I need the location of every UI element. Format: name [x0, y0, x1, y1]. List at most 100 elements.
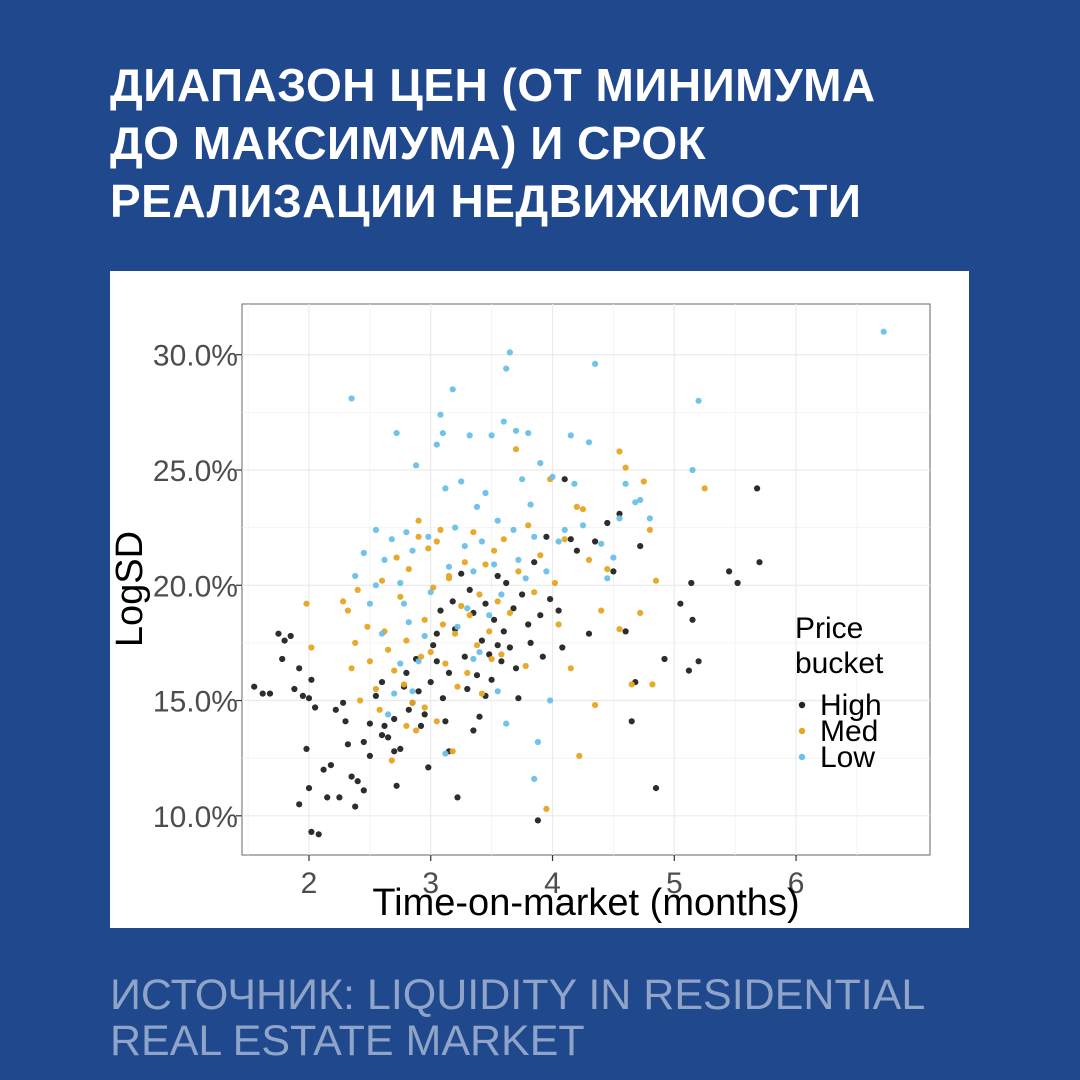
data-point-low — [486, 612, 493, 619]
data-point-med — [466, 612, 473, 619]
data-point-low — [494, 517, 501, 524]
data-point-high — [279, 655, 286, 663]
data-point-high — [695, 658, 702, 665]
data-point-high — [525, 621, 532, 628]
data-point-low — [604, 575, 611, 582]
source-line: ИСТОЧНИК: LIQUIDITY IN RESIDENTIAL — [110, 971, 926, 1019]
data-point-med — [576, 752, 583, 759]
data-point-med — [442, 660, 449, 667]
data-point-high — [628, 718, 635, 725]
x-tick-label: 2 — [301, 867, 318, 900]
data-point-low — [646, 515, 654, 522]
data-point-high — [344, 741, 351, 748]
data-point-low — [433, 441, 440, 448]
data-point-med — [308, 644, 315, 651]
data-point-med — [340, 598, 347, 605]
data-point-med — [417, 653, 425, 660]
data-point-high — [503, 579, 510, 587]
data-point-low — [689, 466, 696, 474]
data-point-med — [378, 577, 386, 584]
data-point-low — [579, 522, 587, 529]
data-point-med — [551, 579, 558, 587]
data-point-high — [405, 706, 412, 713]
data-point-low — [388, 536, 395, 543]
data-point-med — [512, 446, 520, 453]
data-point-high — [315, 831, 322, 838]
data-point-high — [534, 817, 541, 824]
data-point-low — [476, 649, 483, 656]
data-point-high — [519, 591, 526, 598]
data-point-high — [573, 547, 580, 554]
data-point-low — [610, 554, 617, 561]
data-point-med — [646, 526, 654, 533]
legend: Price bucket High Med Low — [795, 612, 884, 774]
data-point-high — [726, 568, 733, 575]
data-point-low — [527, 501, 534, 508]
data-point-med — [561, 536, 568, 543]
data-point-low — [352, 572, 359, 580]
data-point-med — [421, 616, 428, 623]
data-point-high — [442, 718, 449, 725]
data-point-med — [500, 536, 507, 543]
data-point-med — [461, 559, 468, 566]
data-point-med — [425, 545, 432, 552]
legend-key-high — [798, 701, 806, 709]
data-point-high — [439, 695, 446, 702]
data-point-med — [598, 607, 605, 614]
data-point-high — [305, 695, 313, 702]
data-point-low — [512, 427, 520, 434]
data-point-low — [500, 418, 507, 425]
data-point-med — [372, 685, 379, 693]
legend-key-med — [798, 727, 806, 735]
data-point-med — [357, 697, 364, 704]
data-point-low — [415, 658, 422, 665]
data-point-low — [378, 630, 386, 637]
data-point-high — [470, 727, 477, 734]
data-point-low — [427, 589, 434, 596]
data-point-high — [342, 718, 349, 725]
data-point-high — [458, 570, 465, 577]
data-point-low — [515, 556, 522, 563]
data-point-med — [616, 448, 623, 455]
data-point-med — [437, 526, 444, 533]
plot-area — [241, 303, 931, 856]
data-point-high — [266, 690, 274, 697]
data-point-high — [385, 734, 392, 741]
data-point-high — [677, 600, 684, 607]
y-tick-label: 20.0% — [153, 570, 238, 603]
data-point-high — [685, 667, 693, 674]
x-axis-ticks: 2 3 4 5 6 — [301, 855, 804, 900]
data-point-high — [510, 605, 517, 612]
data-point-high — [332, 706, 339, 713]
data-point-med — [543, 805, 550, 813]
y-tick-label: 30.0% — [153, 340, 238, 373]
data-point-high — [531, 559, 538, 566]
data-point-low — [413, 462, 420, 469]
data-point-high — [391, 748, 398, 755]
data-point-low — [470, 568, 477, 575]
data-point-low — [632, 499, 639, 506]
legend-title-line: Price — [795, 612, 863, 645]
data-point-med — [415, 533, 422, 540]
data-point-high — [585, 630, 593, 637]
data-point-med — [454, 683, 461, 690]
title-line: ДО МАКСИМУМА) И СРОК — [110, 117, 707, 169]
data-point-low — [409, 688, 416, 695]
data-point-high — [543, 533, 550, 540]
data-point-low — [503, 720, 510, 727]
data-point-low — [452, 524, 459, 531]
data-point-med — [476, 591, 483, 598]
data-point-low — [525, 430, 532, 437]
data-point-high — [464, 685, 471, 693]
data-point-high — [354, 778, 361, 785]
data-point-high — [622, 628, 629, 635]
y-tick-label: 10.0% — [153, 801, 238, 834]
x-tick-label: 5 — [666, 867, 683, 900]
data-point-high — [433, 658, 440, 665]
data-point-high — [461, 653, 468, 660]
data-point-low — [381, 556, 388, 563]
data-point-high — [500, 628, 507, 635]
data-point-low — [454, 623, 461, 630]
data-point-high — [734, 579, 741, 587]
data-point-high — [360, 787, 367, 794]
